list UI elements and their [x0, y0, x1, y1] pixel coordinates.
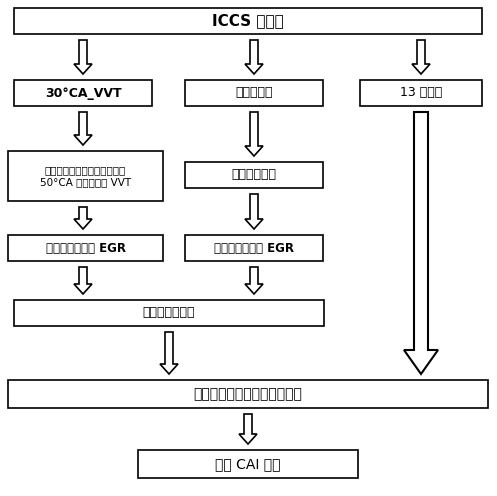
Text: 可控背压阀: 可控背压阀 [235, 86, 273, 100]
Polygon shape [245, 267, 263, 294]
Text: 提高排气背压: 提高排气背压 [232, 169, 276, 182]
Polygon shape [404, 112, 438, 374]
Text: 30°CA_VVT: 30°CA_VVT [45, 86, 121, 100]
Polygon shape [412, 40, 430, 74]
Polygon shape [74, 207, 92, 229]
Bar [14, 300, 324, 326]
Bar [8, 235, 163, 261]
Bar [14, 8, 482, 34]
Polygon shape [74, 40, 92, 74]
Bar [138, 450, 358, 478]
Polygon shape [245, 194, 263, 229]
Polygon shape [245, 112, 263, 156]
Text: 提高压缩上止点前混合气温度: 提高压缩上止点前混合气温度 [193, 387, 303, 401]
Polygon shape [245, 40, 263, 74]
Text: 加热可燃混合气: 加热可燃混合气 [143, 307, 195, 319]
Bar [14, 80, 152, 106]
Text: 实现 CAI 燃烧: 实现 CAI 燃烧 [215, 457, 281, 471]
Text: 获得更多的内部 EGR: 获得更多的内部 EGR [46, 242, 126, 254]
Text: 获得更多的内部 EGR: 获得更多的内部 EGR [214, 242, 294, 254]
Text: 增大进、排气门重叠角，采用
50°CA 变化范围的 VVT: 增大进、排气门重叠角，采用 50°CA 变化范围的 VVT [40, 165, 131, 187]
Text: ICCS 发动机: ICCS 发动机 [212, 13, 284, 28]
Polygon shape [239, 414, 257, 444]
Bar [185, 80, 323, 106]
Polygon shape [160, 332, 178, 374]
Bar [8, 151, 163, 201]
Bar [185, 235, 323, 261]
Polygon shape [74, 112, 92, 145]
Bar [8, 380, 488, 408]
Bar [360, 80, 482, 106]
Polygon shape [74, 267, 92, 294]
Text: 13 压缩比: 13 压缩比 [400, 86, 442, 100]
Bar [185, 162, 323, 188]
